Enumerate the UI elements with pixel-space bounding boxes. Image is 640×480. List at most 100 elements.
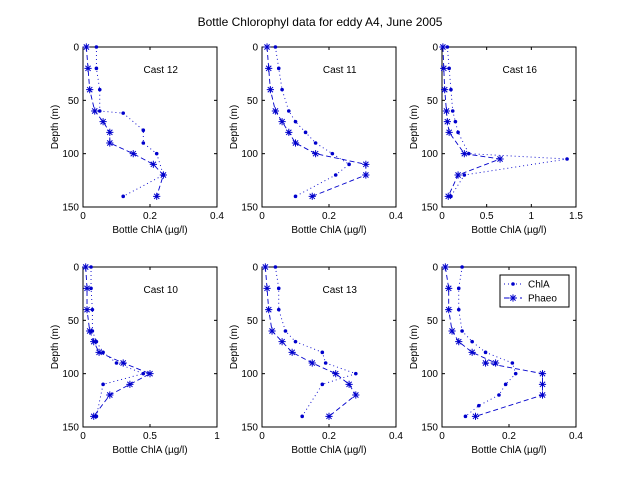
data-point-chla: [456, 286, 461, 291]
x-axis-title: Bottle ChlA (µg/l): [471, 225, 546, 236]
series-line-phaeo: [264, 266, 357, 417]
x-tick-label: 0.2: [502, 431, 516, 442]
y-tick-label: 50: [247, 96, 259, 107]
data-point-chla: [273, 265, 278, 269]
data-point-phaeo: [95, 348, 103, 356]
data-point-phaeo: [266, 86, 274, 94]
data-point-phaeo: [362, 160, 370, 168]
data-point-phaeo: [82, 263, 90, 271]
y-axis-title: Depth (m): [229, 325, 240, 369]
data-point-phaeo: [439, 43, 447, 51]
y-tick-label: 50: [427, 96, 439, 107]
x-tick-label: 0.2: [322, 431, 336, 442]
y-tick-label: 0: [73, 263, 79, 274]
x-tick-label: 0.4: [389, 211, 403, 222]
data-point-chla: [276, 307, 281, 312]
data-point-phaeo: [444, 192, 452, 200]
series-line-chla: [274, 266, 358, 417]
x-tick-label: 1.5: [569, 211, 583, 222]
data-point-phaeo: [263, 284, 271, 292]
data-point-phaeo: [90, 412, 98, 420]
legend-label-phaeo: Phaeo: [528, 294, 557, 305]
data-point-chla: [97, 87, 102, 92]
x-axis-title: Bottle ChlA (µg/l): [291, 225, 366, 236]
data-point-chla: [141, 371, 146, 376]
data-point-chla: [347, 162, 351, 167]
data-point-phaeo: [362, 171, 370, 179]
x-axis-title: Bottle ChlA (µg/l): [112, 225, 187, 236]
series-line-chla: [90, 267, 145, 417]
data-point-chla: [510, 361, 515, 365]
data-point-phaeo: [445, 306, 453, 314]
y-tick-label: 50: [247, 316, 259, 327]
data-point-phaeo: [496, 155, 504, 163]
data-point-phaeo: [454, 171, 462, 179]
x-tick-label: 0.4: [389, 431, 403, 442]
data-point-phaeo: [159, 171, 167, 179]
data-point-phaeo: [538, 380, 547, 388]
x-tick-label: 1: [529, 211, 535, 222]
data-point-phaeo: [91, 107, 99, 115]
data-point-chla: [463, 414, 468, 419]
data-point-phaeo: [83, 306, 91, 314]
data-point-chla: [323, 361, 328, 365]
data-point-phaeo: [268, 327, 276, 335]
y-tick-label: 100: [62, 369, 79, 380]
y-tick-label: 150: [241, 423, 258, 434]
data-point-chla: [503, 382, 508, 387]
y-tick-label: 150: [62, 203, 79, 214]
data-point-chla: [450, 109, 455, 113]
data-point-chla: [276, 66, 281, 71]
data-point-chla: [456, 307, 461, 312]
data-point-phaeo: [90, 338, 98, 346]
subplot-5: 0 0.2 0.4 0 50 100 150 Bottle ChlA (µg/l) Depth …: [229, 263, 403, 457]
data-point-phaeo: [291, 139, 300, 147]
data-point-phaeo: [119, 359, 127, 367]
data-point-chla: [114, 361, 119, 365]
data-point-phaeo: [83, 284, 91, 292]
y-tick-label: 150: [62, 423, 79, 434]
data-point-chla: [293, 194, 298, 199]
panel-label: Cast 11: [323, 65, 357, 76]
data-point-chla: [94, 45, 99, 49]
data-point-chla: [565, 157, 569, 161]
data-point-phaeo: [263, 43, 271, 51]
series-chla: [273, 265, 358, 419]
y-tick-label: 0: [73, 43, 79, 54]
data-point-chla: [283, 329, 288, 333]
data-point-phaeo: [146, 370, 154, 378]
data-point-chla: [460, 265, 464, 269]
x-tick-label: 0.4: [569, 431, 583, 442]
y-tick-label: 100: [421, 149, 438, 160]
data-point-phaeo: [285, 128, 293, 136]
data-point-phaeo: [86, 327, 94, 335]
data-point-chla: [280, 87, 284, 92]
data-point-phaeo: [86, 86, 94, 94]
data-point-phaeo: [325, 412, 333, 420]
data-point-chla: [121, 111, 125, 115]
x-tick-label: 0.2: [322, 211, 336, 222]
y-axis-title: Depth (m): [409, 105, 420, 149]
series-line-phaeo: [85, 266, 152, 417]
y-tick-label: 0: [252, 263, 258, 274]
y-tick-label: 50: [68, 96, 80, 107]
data-point-phaeo: [345, 380, 353, 388]
y-tick-label: 150: [421, 423, 438, 434]
data-point-phaeo: [278, 118, 286, 126]
data-point-chla: [313, 141, 318, 145]
x-tick-label: 0: [439, 211, 445, 222]
data-point-phaeo: [278, 338, 286, 346]
series-phaeo: [261, 263, 360, 420]
x-tick-label: 0: [80, 431, 86, 442]
subplot-3: 0 0.5 1 1.5 0 50 100 150 Bottle ChlA (µg/l) Depth…: [409, 43, 583, 237]
data-point-phaeo: [471, 412, 480, 420]
series-line-chla: [95, 47, 164, 197]
series-chla: [89, 265, 146, 419]
data-point-phaeo: [460, 150, 468, 158]
data-point-phaeo: [99, 118, 107, 126]
x-tick-label: 0: [439, 431, 445, 442]
data-point-phaeo: [153, 192, 161, 200]
data-point-phaeo: [312, 150, 320, 158]
data-point-phaeo: [288, 348, 296, 356]
